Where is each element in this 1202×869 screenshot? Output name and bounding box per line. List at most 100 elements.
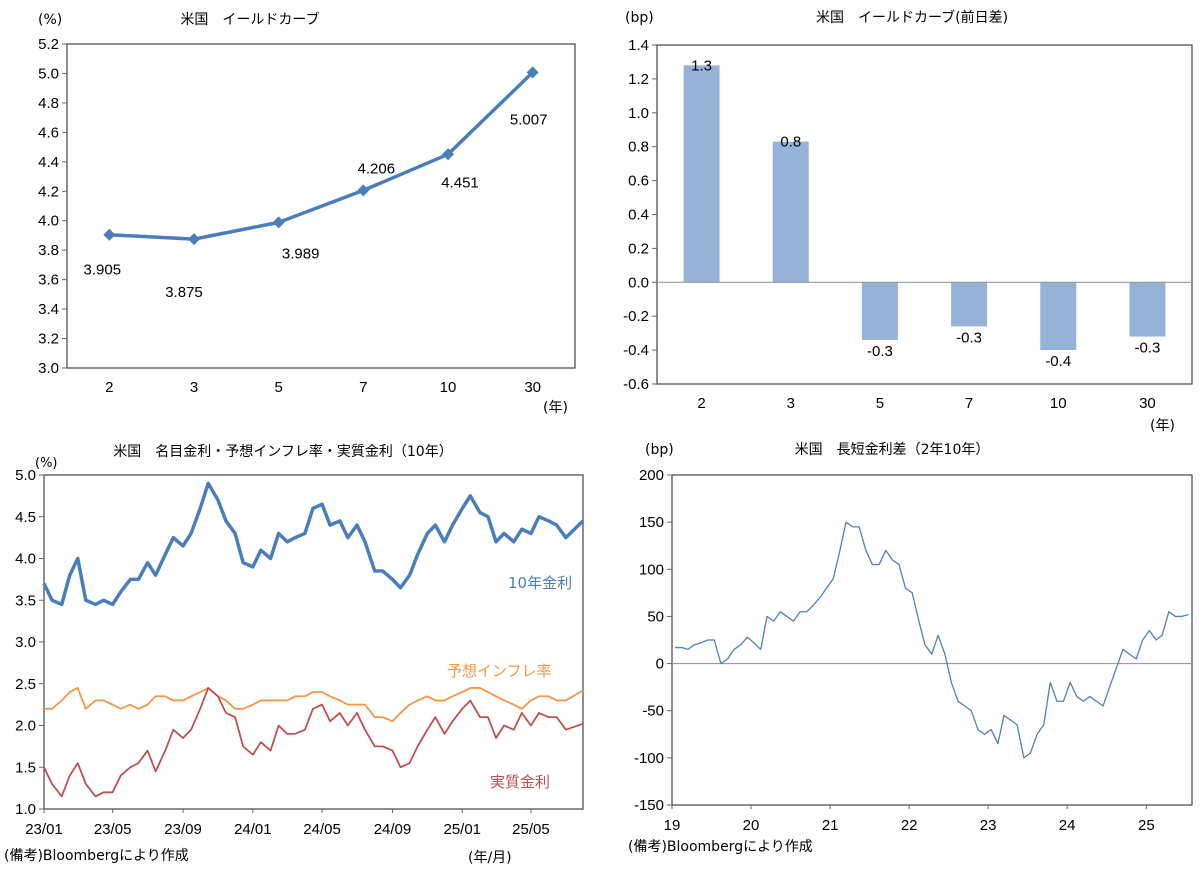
x-tick-label: 21 <box>822 817 839 834</box>
x-tick-label: 20 <box>743 817 760 834</box>
x-tick-label: 25/01 <box>443 821 481 838</box>
data-label: 3.905 <box>84 262 122 279</box>
y-tick-label: 0.4 <box>628 207 649 224</box>
plot-area <box>671 474 1193 806</box>
x-tick-label: 19 <box>664 817 681 834</box>
chart-real-rates: 1.0 1.5 2.0 2.5 3.0 3.5 4.0 4.5 5.0 23/01 23/05 23/… <box>15 467 585 838</box>
x-tick-label: 7 <box>965 395 973 412</box>
series-line-1 <box>42 481 585 607</box>
x-tick-label: 23/05 <box>94 821 132 838</box>
y-tick-label: 4.0 <box>38 213 59 230</box>
chart2-y-unit: (bp) <box>625 10 654 26</box>
data-point-marker <box>442 148 454 161</box>
x-tick-label: 25/05 <box>512 821 550 838</box>
y-tick-label: -100 <box>634 750 664 767</box>
chart3-x-unit: (年/月) <box>468 850 512 866</box>
x-tick-label: 5 <box>274 379 282 396</box>
chart3-y-unit: (%) <box>35 456 58 471</box>
x-tick-label: 7 <box>359 379 367 396</box>
y-tick-label: 0.6 <box>628 173 649 190</box>
series-line-1 <box>675 521 1189 759</box>
chart-yield-curve: 3.0 3.2 3.4 3.6 3.8 4.0 4.2 4.4 4.6 4.8 5.0 5.2 2 3 5 7… <box>38 36 576 396</box>
data-label: -0.3 <box>956 329 982 346</box>
x-tick-label: 23 <box>980 817 997 834</box>
chart-yield-change: -0.6 -0.4 -0.2 0.0 0.2 0.4 0.6 0.8 1.0 1.2 1.4 1.3 0… <box>623 37 1193 412</box>
x-tick-label: 2 <box>697 395 705 412</box>
plot-area <box>43 474 584 810</box>
x-tick-label: 10 <box>1050 395 1067 412</box>
x-tick-label: 30 <box>1139 395 1156 412</box>
data-point-marker <box>526 66 539 79</box>
data-label: 5.007 <box>510 111 548 128</box>
data-label: -0.3 <box>1134 340 1160 357</box>
data-point-marker <box>188 233 200 246</box>
data-label: 3.989 <box>282 245 320 262</box>
x-tick-label: 22 <box>901 817 918 834</box>
plot-area <box>66 43 576 369</box>
chart1-title: 米国 イールドカーブ <box>180 12 320 28</box>
chart4-note: (備考)Bloombergにより作成 <box>628 839 813 855</box>
data-point-marker <box>272 216 285 229</box>
x-tick-label: 2 <box>105 379 113 396</box>
data-label: 0.8 <box>780 134 801 151</box>
y-tick-label: 4.2 <box>38 183 59 200</box>
y-tick-label: 0.0 <box>628 274 649 291</box>
y-tick-label: 3.0 <box>15 634 36 651</box>
x-tick-label: 30 <box>524 379 541 396</box>
y-tick-label: 150 <box>639 514 664 531</box>
y-tick-label: 4.4 <box>38 154 59 171</box>
y-tick-label: 0.2 <box>628 240 649 257</box>
bar <box>861 282 898 340</box>
legend-label-breakeven: 予想インフレ率 <box>447 662 552 680</box>
chart-term-spread: -150 -100 -50 0 50 100 150 200 19 20 21 22 23 24 25 <box>634 467 1193 834</box>
y-tick-label: -0.2 <box>623 308 649 325</box>
series-line-3 <box>43 687 584 798</box>
y-tick-label: 50 <box>647 608 664 625</box>
y-tick-label: 2.5 <box>15 676 36 693</box>
y-tick-label: 4.8 <box>38 95 59 112</box>
y-tick-label: 1.4 <box>628 37 649 54</box>
y-tick-label: 5.0 <box>15 467 36 484</box>
y-tick-label: -0.6 <box>623 376 649 393</box>
y-tick-label: 3.6 <box>38 272 59 289</box>
y-tick-label: 0 <box>656 656 664 673</box>
x-tick-label: 24/09 <box>374 821 412 838</box>
y-tick-label: 4.5 <box>15 509 36 526</box>
y-tick-label: 0.8 <box>628 139 649 156</box>
y-tick-label: 5.0 <box>38 65 59 82</box>
bar <box>951 282 988 327</box>
x-tick-label: 23/01 <box>25 821 63 838</box>
y-tick-label: 3.0 <box>38 360 59 377</box>
data-label: 3.875 <box>165 284 203 301</box>
y-tick-label: 1.0 <box>628 105 649 122</box>
y-tick-label: 3.5 <box>15 592 36 609</box>
chart1-y-unit: (%) <box>38 12 63 28</box>
y-tick-label: 4.6 <box>38 124 59 141</box>
y-tick-label: 5.2 <box>38 36 59 53</box>
y-tick-label: 4.0 <box>15 551 36 568</box>
chart3-note: (備考)Bloombergにより作成 <box>4 848 189 864</box>
chart2-x-unit: (年) <box>1150 418 1175 434</box>
plot-area <box>656 44 1193 385</box>
x-tick-label: 3 <box>190 379 198 396</box>
x-tick-label: 24 <box>1059 817 1076 834</box>
series-line <box>109 71 534 241</box>
y-tick-label: -50 <box>642 703 664 720</box>
bar <box>683 65 720 283</box>
legend-label-real: 実質金利 <box>490 773 551 791</box>
y-tick-label: 200 <box>639 467 664 484</box>
x-tick-label: 24/05 <box>303 821 341 838</box>
y-tick-label: 100 <box>639 561 664 578</box>
x-tick-label: 24/01 <box>234 821 272 838</box>
x-tick-label: 25 <box>1138 817 1155 834</box>
data-label: 4.451 <box>441 174 479 191</box>
x-tick-label: 5 <box>876 395 884 412</box>
y-tick-label: 2.0 <box>15 718 36 735</box>
chart4-title: 米国 長短金利差（2年10年） <box>794 442 990 458</box>
y-tick-label: -0.4 <box>623 342 649 359</box>
y-tick-label: 1.5 <box>15 759 36 776</box>
y-tick-label: 3.4 <box>38 301 59 318</box>
data-label: 4.206 <box>358 160 396 177</box>
y-tick-label: -150 <box>634 797 664 814</box>
chart2-title: 米国 イールドカーブ(前日差) <box>815 10 1009 26</box>
